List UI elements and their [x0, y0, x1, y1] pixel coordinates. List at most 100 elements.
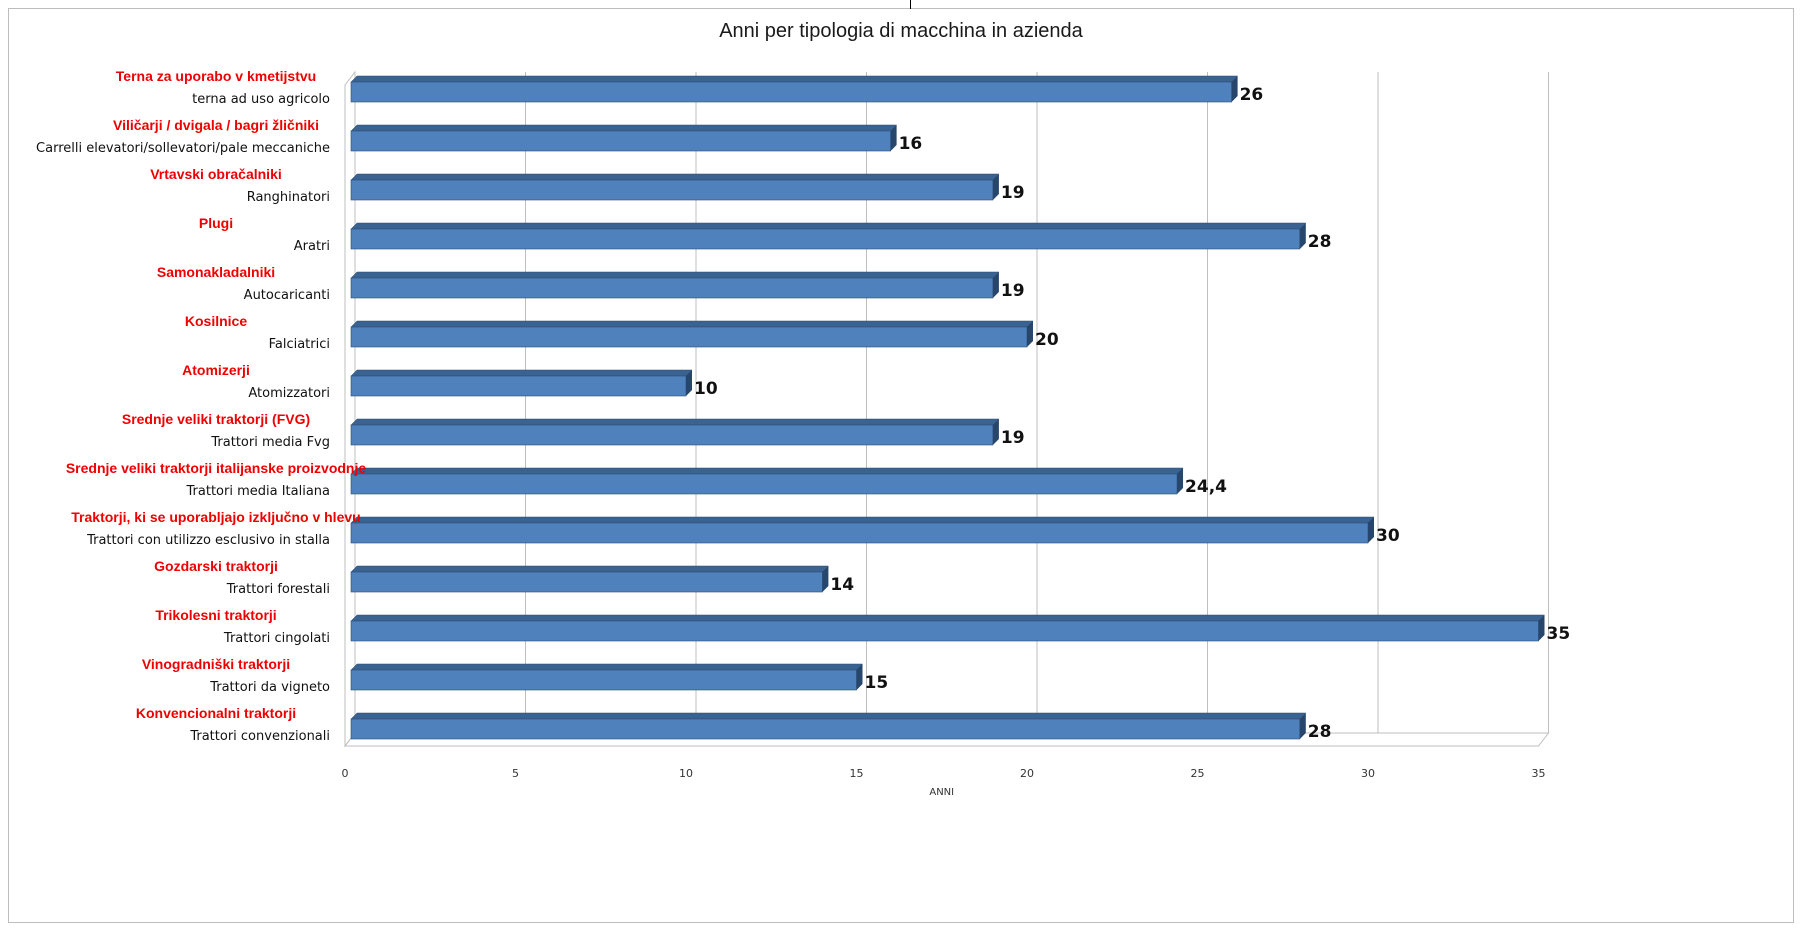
- category-label-secondary: Viličarji / dvigala / bagri žličniki: [113, 117, 319, 133]
- bar: 26: [350, 75, 1264, 105]
- bar-top-face: [350, 467, 1184, 475]
- bar-side-face: [1299, 713, 1306, 739]
- bars: 26 16 19 28 19 20 10 19 24,4 30 14 35 15 28: [350, 75, 1571, 742]
- category-label: Autocaricanti: [244, 288, 330, 303]
- data-label: 16: [899, 134, 923, 154]
- bar-side-face: [992, 419, 999, 445]
- bar-front-face: [350, 620, 1539, 642]
- x-axis-ticks: 0 5 10 15 20 25 30 35: [342, 767, 1546, 780]
- category-label: Trattori convenzionali: [189, 729, 330, 744]
- bar-front-face: [350, 277, 994, 299]
- category-label-secondary: Trikolesni traktorji: [155, 607, 276, 623]
- bar-front-face: [350, 473, 1178, 495]
- bar-front-face: [350, 179, 994, 201]
- bar: 19: [350, 418, 1025, 448]
- category-label: Trattori forestali: [226, 582, 330, 597]
- bar-side-face: [822, 566, 829, 592]
- bar-top-face: [350, 614, 1546, 622]
- bar-front-face: [350, 424, 994, 446]
- x-tick-label: 30: [1361, 767, 1375, 780]
- bar: 30: [350, 516, 1400, 546]
- x-tick-label: 0: [342, 767, 349, 780]
- category-label-secondary: Traktorji, ki se uporabljajo izključno v…: [71, 509, 360, 525]
- data-label: 19: [1001, 281, 1025, 301]
- data-label: 14: [830, 575, 854, 595]
- category-label: Carrelli elevatori/sollevatori/pale mecc…: [36, 141, 330, 156]
- bar-front-face: [350, 228, 1301, 250]
- bar-front-face: [350, 718, 1301, 740]
- bar: 24,4: [350, 467, 1227, 497]
- bar-side-face: [992, 174, 999, 200]
- bar-side-face: [1368, 517, 1374, 543]
- bar-top-face: [350, 271, 1000, 279]
- bar-top-face: [350, 75, 1239, 83]
- bar-front-face: [350, 669, 857, 691]
- category-label-secondary: Srednje veliki traktorji (FVG): [122, 411, 310, 427]
- data-label: 26: [1240, 85, 1264, 105]
- bar: 19: [350, 173, 1025, 203]
- category-label-secondary: Vinogradniški traktorji: [142, 656, 290, 672]
- category-label-secondary: Gozdarski traktorji: [154, 558, 278, 574]
- bar-front-face: [350, 375, 687, 397]
- data-label: 28: [1308, 232, 1332, 252]
- bar-top-face: [350, 320, 1034, 328]
- category-label: Aratri: [294, 239, 330, 254]
- data-label: 28: [1308, 722, 1332, 742]
- bar-side-face: [1299, 223, 1306, 249]
- bar-side-face: [992, 272, 999, 298]
- data-label: 10: [694, 379, 718, 399]
- category-label: Trattori media Italiana: [186, 484, 331, 499]
- bar-front-face: [350, 571, 823, 593]
- category-label: Ranghinatori: [247, 190, 330, 205]
- x-axis-title: ANNI: [929, 787, 954, 798]
- category-label: Trattori da vigneto: [209, 680, 330, 695]
- x-tick-label: 20: [1020, 767, 1034, 780]
- category-label-secondary: Vrtavski obračalniki: [150, 166, 282, 182]
- bar-top-face: [350, 565, 830, 573]
- bar-side-face: [1231, 76, 1238, 102]
- category-label-secondary: Samonakladalniki: [157, 264, 275, 280]
- bar: 15: [350, 663, 889, 693]
- category-label-secondary: Kosilnice: [185, 313, 247, 329]
- top-marker: [910, 0, 911, 9]
- x-tick-label: 35: [1532, 767, 1546, 780]
- bar-top-face: [350, 663, 864, 671]
- bar-side-face: [1538, 615, 1545, 641]
- category-label: Falciatrici: [269, 337, 330, 352]
- data-label: 20: [1035, 330, 1059, 350]
- chart-frame: [8, 8, 1794, 923]
- x-tick-label: 15: [850, 767, 864, 780]
- category-label-secondary: Terna za uporabo v kmetijstvu: [116, 68, 316, 84]
- bar: 16: [350, 124, 923, 154]
- bar: 28: [350, 222, 1332, 252]
- bar-top-face: [350, 712, 1307, 720]
- category-label-secondary: Atomizerji: [182, 362, 250, 378]
- category-label-secondary: Plugi: [199, 215, 233, 231]
- bar-top-face: [350, 124, 898, 132]
- bar-side-face: [856, 664, 863, 690]
- data-label: 19: [1001, 183, 1025, 203]
- bar: 10: [350, 369, 718, 399]
- bar-side-face: [1027, 321, 1033, 347]
- category-label-secondary: Srednje veliki traktorji italijanske pro…: [66, 460, 367, 476]
- chart-side-wall: [344, 70, 356, 748]
- bar-side-face: [890, 125, 897, 151]
- bar-top-face: [350, 369, 693, 377]
- bar: 19: [350, 271, 1025, 301]
- bar: 28: [350, 712, 1332, 742]
- bar-side-face: [1177, 468, 1184, 494]
- data-label: 15: [865, 673, 889, 693]
- bar-front-face: [350, 81, 1232, 103]
- bar-top-face: [350, 173, 1000, 181]
- bar-top-face: [350, 516, 1375, 524]
- bar-front-face: [350, 130, 891, 152]
- bar-top-face: [350, 418, 1000, 426]
- bar: 35: [350, 614, 1571, 644]
- x-tick-label: 10: [679, 767, 693, 780]
- data-label: 30: [1376, 526, 1400, 546]
- category-label: Atomizzatori: [248, 386, 330, 401]
- data-label: 35: [1547, 624, 1571, 644]
- category-label-secondary: Konvencionalni traktorji: [136, 705, 296, 721]
- chart-title: Anni per tipologia di macchina in aziend…: [719, 20, 1083, 42]
